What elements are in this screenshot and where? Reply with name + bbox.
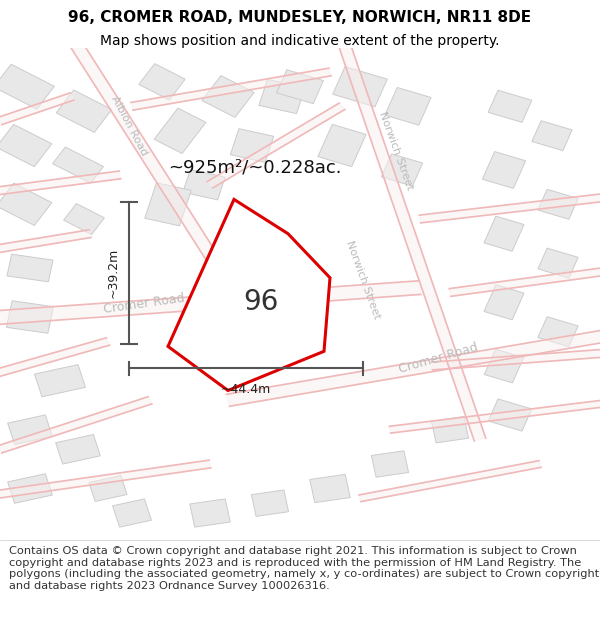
Polygon shape <box>419 191 600 223</box>
Polygon shape <box>336 36 486 441</box>
Polygon shape <box>226 326 600 406</box>
Text: Norwich Street: Norwich Street <box>377 110 415 191</box>
Polygon shape <box>0 171 121 198</box>
Polygon shape <box>131 68 331 110</box>
Polygon shape <box>53 147 103 183</box>
Polygon shape <box>484 285 524 320</box>
Polygon shape <box>484 216 524 251</box>
Polygon shape <box>0 183 52 226</box>
Polygon shape <box>0 281 421 326</box>
Text: 96: 96 <box>244 288 278 316</box>
Polygon shape <box>8 415 52 444</box>
Polygon shape <box>64 204 104 234</box>
Polygon shape <box>449 264 600 296</box>
Polygon shape <box>66 35 234 285</box>
Polygon shape <box>488 90 532 123</box>
Text: Contains OS data © Crown copyright and database right 2021. This information is : Contains OS data © Crown copyright and d… <box>9 546 599 591</box>
Polygon shape <box>35 364 85 397</box>
Polygon shape <box>89 476 127 501</box>
Polygon shape <box>538 248 578 278</box>
Polygon shape <box>359 461 541 502</box>
Text: ~925m²/~0.228ac.: ~925m²/~0.228ac. <box>168 159 341 176</box>
Polygon shape <box>385 88 431 125</box>
Text: ~44.4m: ~44.4m <box>221 383 271 396</box>
Polygon shape <box>0 124 52 167</box>
Polygon shape <box>202 76 254 118</box>
Polygon shape <box>431 416 469 443</box>
Polygon shape <box>230 129 274 162</box>
Polygon shape <box>56 434 100 464</box>
Text: Norwich Street: Norwich Street <box>344 239 382 321</box>
Polygon shape <box>183 169 225 200</box>
Polygon shape <box>0 460 211 502</box>
Polygon shape <box>532 121 572 151</box>
Polygon shape <box>484 349 524 383</box>
Polygon shape <box>139 64 185 100</box>
Polygon shape <box>0 93 74 124</box>
Text: Cromer Road: Cromer Road <box>103 292 185 316</box>
Text: Map shows position and indicative extent of the property.: Map shows position and indicative extent… <box>100 34 500 48</box>
Polygon shape <box>259 79 305 114</box>
Polygon shape <box>154 108 206 154</box>
Polygon shape <box>56 90 112 132</box>
Polygon shape <box>371 451 409 478</box>
Polygon shape <box>389 397 600 433</box>
Polygon shape <box>168 199 330 391</box>
Polygon shape <box>482 152 526 188</box>
Polygon shape <box>318 124 366 167</box>
Polygon shape <box>0 338 110 384</box>
Polygon shape <box>277 70 323 104</box>
Polygon shape <box>0 64 55 109</box>
Polygon shape <box>488 399 532 431</box>
Polygon shape <box>0 230 91 257</box>
Text: Cromer Road: Cromer Road <box>397 341 479 376</box>
Polygon shape <box>251 490 289 516</box>
Polygon shape <box>0 397 152 453</box>
Polygon shape <box>333 67 387 107</box>
Polygon shape <box>431 348 600 370</box>
Text: 96, CROMER ROAD, MUNDESLEY, NORWICH, NR11 8DE: 96, CROMER ROAD, MUNDESLEY, NORWICH, NR1… <box>68 11 532 26</box>
Polygon shape <box>207 103 345 188</box>
Polygon shape <box>190 499 230 527</box>
Text: Albion Road: Albion Road <box>109 94 149 158</box>
Text: ~39.2m: ~39.2m <box>107 248 120 298</box>
Polygon shape <box>113 499 151 527</box>
Polygon shape <box>310 474 350 502</box>
Polygon shape <box>145 182 191 226</box>
Polygon shape <box>538 317 578 347</box>
Polygon shape <box>538 189 578 219</box>
Polygon shape <box>382 154 422 186</box>
Polygon shape <box>7 301 53 333</box>
Polygon shape <box>7 254 53 282</box>
Polygon shape <box>8 474 52 503</box>
